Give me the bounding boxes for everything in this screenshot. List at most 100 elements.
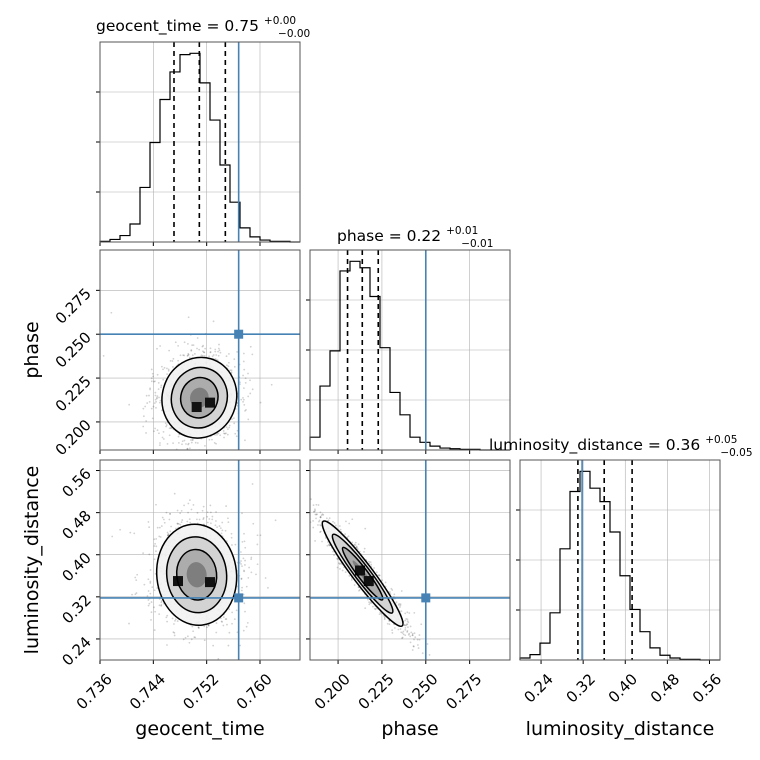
scatter-point [165,424,168,426]
scatter-point [243,532,245,535]
scatter-point [411,632,414,635]
scatter-point [162,438,165,440]
scatter-point [209,351,212,353]
scatter-point [194,636,197,639]
scatter-point [145,394,148,397]
scatter-point [228,352,230,355]
scatter-point [174,618,177,621]
scatter-point [135,579,138,582]
scatter-point [202,517,205,519]
scatter-point [259,401,262,404]
scatter-point [148,526,151,529]
scatter-point [155,503,157,506]
scatter-point [167,532,170,535]
scatter-point [247,395,250,398]
scatter-point [154,610,157,613]
scatter-point [165,425,167,428]
scatter-point [243,569,245,572]
scatter-point [401,637,403,640]
scatter-point [218,343,220,346]
scatter-point [235,609,238,612]
scatter-point [406,611,409,614]
scatter-point [453,672,455,674]
scatter-point [198,348,201,351]
scatter-point [203,351,206,354]
scatter-point [181,519,184,521]
scatter-point [135,592,138,594]
scatter-point [151,586,154,589]
scatter-point [393,627,396,629]
scatter-point [202,344,205,347]
scatter-point [192,504,195,506]
ylabel-luminosity-distance: luminosity_distance [21,466,43,655]
x-tick-label-luminosity_distance: 0.40 [605,670,641,706]
hist-phase-frame [309,249,511,451]
scatter-point [356,546,358,549]
scatter-point [412,645,415,648]
hist-luminosity_distance-frame [519,459,721,661]
scatter-point [318,520,320,523]
scatter-point [173,632,176,634]
scatter-point [367,598,369,601]
scatter-point [357,586,360,589]
scatter-point [224,618,227,620]
scatter-point [183,439,186,442]
scatter-point [209,347,212,350]
scatter-point [251,388,254,391]
scatter-point [191,354,194,357]
scatter-point [218,349,221,352]
scatter-point [225,505,228,507]
scatter-point [306,510,308,512]
scatter-point [314,540,316,542]
scatter-point [428,665,430,667]
scatter-point [161,436,164,439]
contour-line [331,533,394,614]
scatter-point [145,420,148,422]
scatter-point [409,641,412,644]
scatter-point [395,601,398,604]
scatter-point [154,427,156,430]
scatter-point [149,582,152,584]
scatter-point [194,441,197,444]
scatter-point [242,396,244,399]
scatter-point [177,359,180,362]
scatter-point [197,626,200,629]
scatter-point [154,394,157,397]
scatter-point [162,430,165,433]
scatter-point [219,672,221,674]
title-phase-sup: +0.01 [446,225,478,237]
scatter-point [399,628,402,630]
scatter-point [234,684,236,686]
scatter-point [150,407,153,410]
scatter-point [406,620,409,622]
scatter-point [243,404,246,406]
scatter-point [242,360,245,363]
scatter-point [185,443,187,445]
scatter-point [174,341,177,344]
scatter-point [332,550,334,553]
panel-hist-phase [306,249,511,454]
scatter-point [202,518,205,521]
scatter-point [134,593,137,596]
scatter-point [413,638,415,641]
scatter-point [208,518,211,520]
scatter-point [312,526,315,529]
scatter-point [162,378,165,381]
scatter-point [317,504,320,506]
scatter-point [177,435,180,438]
scatter-point [156,395,159,398]
scatter-point [259,534,262,537]
x-tick-label-luminosity_distance: 0.48 [647,670,683,706]
scatter-point [247,372,249,375]
scatter-point [226,433,229,436]
scatter-point [209,662,211,664]
title-luminosity-distance: luminosity_distance = 0.36 +0.05 −0.05 [489,429,753,459]
scatter-point [183,341,186,344]
scatter-point [211,515,214,518]
scatter-point [148,602,151,605]
scatter-point [378,574,381,577]
scatter-point [188,641,191,644]
scatter-point [421,652,424,655]
scatter-point [166,614,169,617]
scatter-point [128,403,131,406]
